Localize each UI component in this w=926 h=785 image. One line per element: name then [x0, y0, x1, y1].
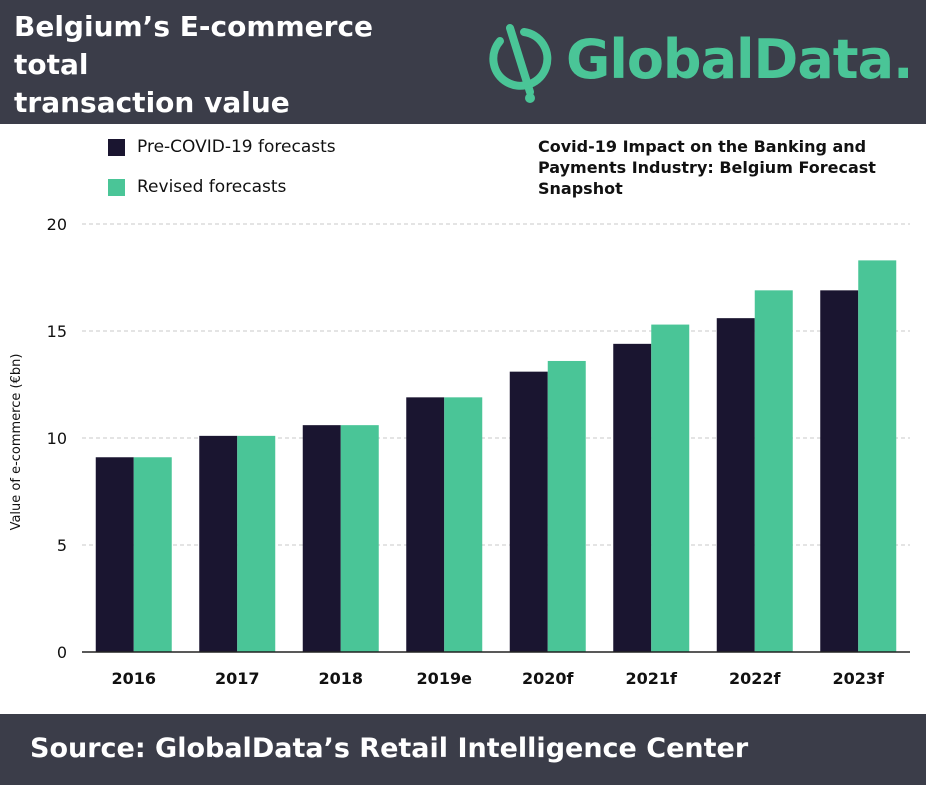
bar-revised-2017 — [237, 435, 276, 652]
chart-subtitle: Covid-19 Impact on the Banking and Payme… — [538, 137, 876, 198]
globaldata-logo: GlobalData. — [480, 14, 914, 106]
x-tick-label: 2020f — [522, 669, 575, 688]
bar-revised-2019e — [444, 397, 483, 652]
legend-item-pre-covid: Pre-COVID-19 forecasts — [108, 136, 448, 157]
y-axis-label: Value of e-commerce (€bn) — [9, 354, 24, 531]
x-tick-label: 2023f — [833, 669, 886, 688]
chart-title-line-2: transaction value (EURbn), — [14, 86, 290, 157]
legend-label-revised: Revised forecasts — [137, 177, 287, 197]
x-axis-ticks: 2016 2017 2018 2019e 2020f 2021f 2022f 2023f — [111, 669, 885, 688]
bar-pre-covid-2017 — [199, 435, 238, 652]
bar-pre-covid-2021f — [613, 343, 652, 652]
legend-item-revised: Revised forecasts — [108, 176, 448, 197]
bar-pre-covid-2023f — [820, 290, 859, 652]
header-banner: Belgium’s E-commerce total transaction v… — [0, 0, 926, 195]
x-tick-label: 2021f — [626, 669, 679, 688]
bar-chart: 0 5 10 15 20 2016 2017 2018 2019e 2020f 2021f 2022… — [9, 215, 910, 688]
bar-revised-2016 — [133, 457, 172, 652]
bar-revised-2021f — [651, 324, 690, 652]
chart-title: Belgium’s E-commerce total transaction v… — [14, 8, 434, 198]
y-tick-label: 15 — [47, 322, 67, 341]
chart-bars — [95, 260, 897, 652]
source-note: Source: GlobalData’s Retail Intelligence… — [30, 733, 749, 764]
x-tick-label: 2018 — [318, 669, 363, 688]
y-tick-label: 5 — [57, 536, 67, 555]
x-tick-label: 2017 — [215, 669, 260, 688]
x-tick-label: 2019e — [417, 669, 473, 688]
globaldata-logo-text: GlobalData. — [566, 28, 914, 91]
bar-pre-covid-2016 — [95, 457, 134, 652]
chart-legend: Pre-COVID-19 forecasts Revised forecasts — [108, 136, 448, 216]
bar-pre-covid-2019e — [406, 397, 445, 652]
legend-swatch-pre-covid — [108, 139, 125, 156]
bar-revised-2018 — [340, 425, 379, 652]
y-axis-ticks: 0 5 10 15 20 — [47, 215, 67, 662]
bar-revised-2022f — [754, 290, 793, 652]
bar-revised-2020f — [547, 360, 586, 652]
legend-label-pre-covid: Pre-COVID-19 forecasts — [137, 137, 336, 157]
y-tick-label: 20 — [47, 215, 67, 234]
chart-title-line-1: Belgium’s E-commerce total — [14, 10, 374, 81]
chart-title-line-3: 2016-23f — [14, 162, 155, 195]
legend-swatch-revised — [108, 179, 125, 196]
y-tick-label: 10 — [47, 429, 67, 448]
bar-pre-covid-2020f — [509, 371, 548, 652]
bar-pre-covid-2018 — [302, 425, 341, 652]
x-tick-label: 2016 — [111, 669, 156, 688]
footer-banner: Source: GlobalData’s Retail Intelligence… — [0, 714, 926, 785]
bar-pre-covid-2022f — [716, 318, 755, 652]
bar-revised-2023f — [858, 260, 897, 652]
y-tick-label: 0 — [57, 643, 67, 662]
x-tick-label: 2022f — [729, 669, 782, 688]
globaldata-logo-mark-icon — [489, 24, 552, 103]
